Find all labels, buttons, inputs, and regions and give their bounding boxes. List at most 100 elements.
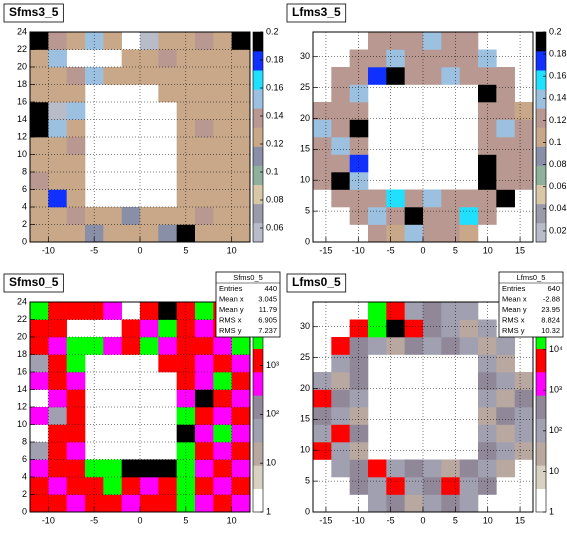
cell xyxy=(158,477,177,495)
cell xyxy=(331,407,350,425)
cell xyxy=(514,389,534,408)
z-tick-label: 0.12 xyxy=(549,115,567,125)
cell xyxy=(121,494,141,513)
color-bar-swatch xyxy=(253,146,263,166)
color-bar-frame xyxy=(535,31,547,243)
cell xyxy=(140,302,159,320)
plot-frame xyxy=(312,301,534,513)
cell xyxy=(478,459,497,478)
color-bar-swatch xyxy=(536,32,546,52)
cell xyxy=(30,137,49,155)
cell xyxy=(349,372,369,390)
x-tick-label: 5 xyxy=(183,245,188,255)
z-tick-label: 1 xyxy=(549,506,554,516)
cell xyxy=(48,459,67,478)
cell xyxy=(386,189,405,208)
cell xyxy=(349,319,369,338)
cell xyxy=(231,154,251,173)
cell xyxy=(496,67,515,85)
cell xyxy=(404,337,424,355)
y-tick-label: 10 xyxy=(300,445,310,455)
color-bar-swatch xyxy=(253,51,263,71)
x-tick-label: -10 xyxy=(42,245,55,255)
cell xyxy=(349,459,369,478)
cell xyxy=(349,137,369,155)
cell xyxy=(404,477,424,495)
cell xyxy=(368,207,387,225)
cell xyxy=(478,172,497,190)
cell xyxy=(514,172,534,190)
title-box xyxy=(3,3,64,23)
cell xyxy=(48,137,67,155)
cell xyxy=(368,189,387,208)
cell xyxy=(368,67,387,85)
cell xyxy=(423,459,442,478)
cell xyxy=(213,354,232,373)
cell xyxy=(30,67,49,85)
cell xyxy=(121,459,141,478)
cell xyxy=(176,189,196,208)
cell xyxy=(423,32,442,50)
cell xyxy=(404,319,424,338)
cell xyxy=(195,84,214,103)
color-bar-swatch xyxy=(536,165,546,186)
color-bar-swatch xyxy=(253,108,263,128)
cell xyxy=(195,372,214,390)
cell xyxy=(331,84,350,103)
cell xyxy=(478,354,497,373)
cell xyxy=(349,172,369,190)
z-tick-label: 10 xyxy=(266,458,276,468)
color-bar-swatch xyxy=(253,127,263,147)
cell xyxy=(231,172,251,190)
cell xyxy=(213,224,232,243)
color-bar-swatch xyxy=(253,203,263,224)
cell xyxy=(195,302,214,320)
cell xyxy=(85,67,104,85)
cell xyxy=(176,319,196,338)
cell xyxy=(349,407,369,425)
cell xyxy=(313,172,332,190)
cell xyxy=(231,407,251,425)
cell xyxy=(478,424,497,443)
color-bar-swatch xyxy=(536,70,546,90)
cell xyxy=(331,67,350,85)
cell xyxy=(158,49,177,68)
cell xyxy=(231,354,251,373)
cell xyxy=(121,337,141,355)
stats-value: 8.824 xyxy=(541,316,560,325)
cell xyxy=(349,477,369,495)
cell xyxy=(231,389,251,408)
y-tick-label: 14 xyxy=(17,384,27,394)
color-bar-swatch xyxy=(536,442,546,466)
color-bar-swatch xyxy=(536,184,546,205)
cell xyxy=(441,49,460,68)
cell xyxy=(478,407,497,425)
cell xyxy=(195,424,214,443)
y-tick-label: 25 xyxy=(300,352,310,362)
cell xyxy=(423,207,442,225)
cell xyxy=(231,224,251,243)
cell xyxy=(441,319,460,338)
cell xyxy=(459,459,479,478)
chart-title: Sfms0_5 xyxy=(9,275,59,289)
y-tick-label: 10 xyxy=(17,419,27,429)
stats-label: RMS x xyxy=(219,316,242,325)
cell xyxy=(48,102,67,120)
cell xyxy=(349,207,369,225)
x-tick-label: 10 xyxy=(483,515,493,525)
cell xyxy=(313,102,332,120)
cell xyxy=(496,137,515,155)
cell xyxy=(478,137,497,155)
cell xyxy=(48,319,67,338)
cell xyxy=(66,224,86,243)
cell xyxy=(404,224,424,243)
y-tick-label: 14 xyxy=(17,114,27,124)
z-tick-label: 0.2 xyxy=(549,26,562,36)
color-bar-swatch xyxy=(253,395,263,419)
cell xyxy=(158,459,177,478)
z-tick-label: 1 xyxy=(266,506,271,516)
y-tick-label: 15 xyxy=(300,414,310,424)
cell xyxy=(423,189,442,208)
y-tick-label: 4 xyxy=(22,471,27,481)
chart-title: Sfms3_5 xyxy=(9,5,59,19)
